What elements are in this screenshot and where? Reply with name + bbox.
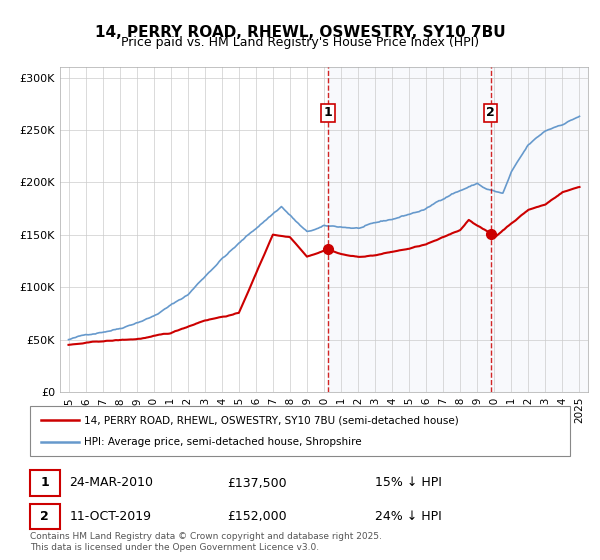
Text: 14, PERRY ROAD, RHEWL, OSWESTRY, SY10 7BU: 14, PERRY ROAD, RHEWL, OSWESTRY, SY10 7B… <box>95 25 505 40</box>
Text: 24% ↓ HPI: 24% ↓ HPI <box>374 510 442 523</box>
Text: Price paid vs. HM Land Registry's House Price Index (HPI): Price paid vs. HM Land Registry's House … <box>121 36 479 49</box>
Text: 1: 1 <box>40 477 49 489</box>
Text: 15% ↓ HPI: 15% ↓ HPI <box>374 477 442 489</box>
Text: 14, PERRY ROAD, RHEWL, OSWESTRY, SY10 7BU (semi-detached house): 14, PERRY ROAD, RHEWL, OSWESTRY, SY10 7B… <box>84 415 459 425</box>
Text: £137,500: £137,500 <box>227 477 287 489</box>
Text: 2: 2 <box>40 510 49 523</box>
FancyBboxPatch shape <box>30 470 60 496</box>
Text: 2: 2 <box>486 106 495 119</box>
Text: 11-OCT-2019: 11-OCT-2019 <box>70 510 152 523</box>
Text: HPI: Average price, semi-detached house, Shropshire: HPI: Average price, semi-detached house,… <box>84 437 362 447</box>
Text: £152,000: £152,000 <box>227 510 287 523</box>
FancyBboxPatch shape <box>30 504 60 529</box>
Bar <box>328 67 588 392</box>
Text: 24-MAR-2010: 24-MAR-2010 <box>69 477 153 489</box>
Text: Contains HM Land Registry data © Crown copyright and database right 2025.
This d: Contains HM Land Registry data © Crown c… <box>30 532 382 552</box>
FancyBboxPatch shape <box>30 406 570 456</box>
Text: 1: 1 <box>323 106 332 119</box>
